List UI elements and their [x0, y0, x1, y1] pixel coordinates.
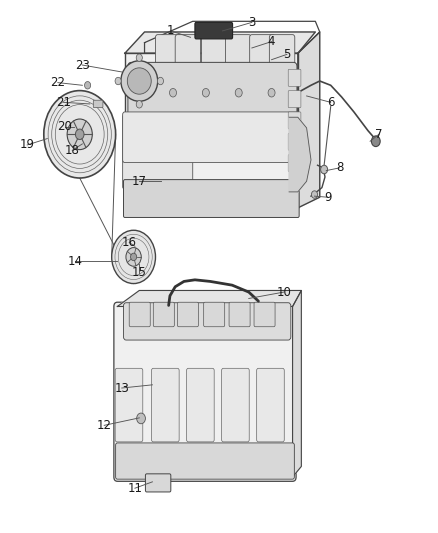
FancyBboxPatch shape	[152, 368, 179, 442]
Polygon shape	[125, 53, 298, 208]
Circle shape	[112, 230, 155, 284]
FancyBboxPatch shape	[115, 368, 143, 442]
Text: 16: 16	[122, 236, 137, 249]
Polygon shape	[293, 290, 301, 477]
Text: 21: 21	[56, 96, 71, 109]
Circle shape	[136, 54, 142, 61]
Text: 22: 22	[50, 76, 65, 89]
Text: 18: 18	[65, 144, 80, 157]
Ellipse shape	[121, 61, 158, 101]
FancyBboxPatch shape	[153, 302, 174, 327]
FancyBboxPatch shape	[116, 443, 294, 479]
Circle shape	[115, 77, 121, 85]
Ellipse shape	[127, 68, 151, 94]
Text: 14: 14	[68, 255, 83, 268]
FancyBboxPatch shape	[288, 133, 301, 150]
Polygon shape	[117, 290, 301, 306]
FancyBboxPatch shape	[123, 115, 193, 189]
Text: 10: 10	[276, 286, 291, 298]
Circle shape	[85, 82, 91, 89]
FancyBboxPatch shape	[288, 69, 301, 86]
FancyBboxPatch shape	[187, 368, 214, 442]
FancyBboxPatch shape	[257, 368, 284, 442]
FancyBboxPatch shape	[123, 112, 300, 163]
FancyBboxPatch shape	[124, 303, 291, 340]
Circle shape	[136, 101, 142, 108]
FancyBboxPatch shape	[229, 302, 250, 327]
FancyBboxPatch shape	[128, 62, 297, 122]
FancyBboxPatch shape	[129, 302, 150, 327]
Circle shape	[235, 88, 242, 97]
Text: 5: 5	[283, 48, 290, 61]
Circle shape	[75, 129, 84, 140]
Circle shape	[137, 88, 144, 97]
Text: 19: 19	[20, 139, 35, 151]
Circle shape	[321, 165, 328, 174]
Circle shape	[268, 88, 275, 97]
FancyBboxPatch shape	[254, 302, 275, 327]
Circle shape	[311, 191, 318, 198]
FancyBboxPatch shape	[250, 35, 275, 69]
Polygon shape	[125, 32, 315, 53]
Text: 9: 9	[324, 191, 332, 204]
Text: 15: 15	[132, 266, 147, 279]
FancyBboxPatch shape	[288, 112, 301, 129]
Circle shape	[170, 88, 177, 97]
Circle shape	[137, 413, 145, 424]
FancyBboxPatch shape	[93, 100, 103, 108]
Text: 6: 6	[327, 96, 335, 109]
FancyBboxPatch shape	[124, 180, 299, 217]
Circle shape	[44, 91, 116, 178]
Circle shape	[67, 119, 92, 150]
Text: 13: 13	[114, 382, 129, 394]
Text: 8: 8	[336, 161, 343, 174]
Text: 11: 11	[127, 482, 142, 495]
FancyBboxPatch shape	[201, 35, 227, 69]
Text: 23: 23	[75, 59, 90, 71]
Text: 17: 17	[132, 175, 147, 188]
Text: 7: 7	[375, 128, 383, 141]
Circle shape	[371, 136, 380, 147]
Polygon shape	[298, 32, 320, 208]
Circle shape	[157, 77, 163, 85]
FancyBboxPatch shape	[288, 155, 301, 172]
Text: 1: 1	[167, 25, 175, 37]
Text: 4: 4	[268, 35, 276, 48]
FancyBboxPatch shape	[175, 35, 201, 69]
FancyBboxPatch shape	[177, 302, 198, 327]
FancyBboxPatch shape	[226, 35, 251, 69]
FancyBboxPatch shape	[155, 35, 181, 69]
Text: 20: 20	[57, 120, 72, 133]
Circle shape	[126, 247, 141, 266]
Polygon shape	[289, 117, 311, 192]
FancyBboxPatch shape	[269, 35, 295, 69]
Circle shape	[131, 253, 137, 261]
Text: 12: 12	[97, 419, 112, 432]
FancyBboxPatch shape	[114, 302, 296, 481]
Text: 3: 3	[248, 16, 255, 29]
FancyBboxPatch shape	[204, 302, 225, 327]
FancyBboxPatch shape	[288, 91, 301, 108]
FancyBboxPatch shape	[145, 474, 171, 492]
FancyBboxPatch shape	[222, 368, 249, 442]
Circle shape	[202, 88, 209, 97]
FancyBboxPatch shape	[195, 22, 233, 39]
